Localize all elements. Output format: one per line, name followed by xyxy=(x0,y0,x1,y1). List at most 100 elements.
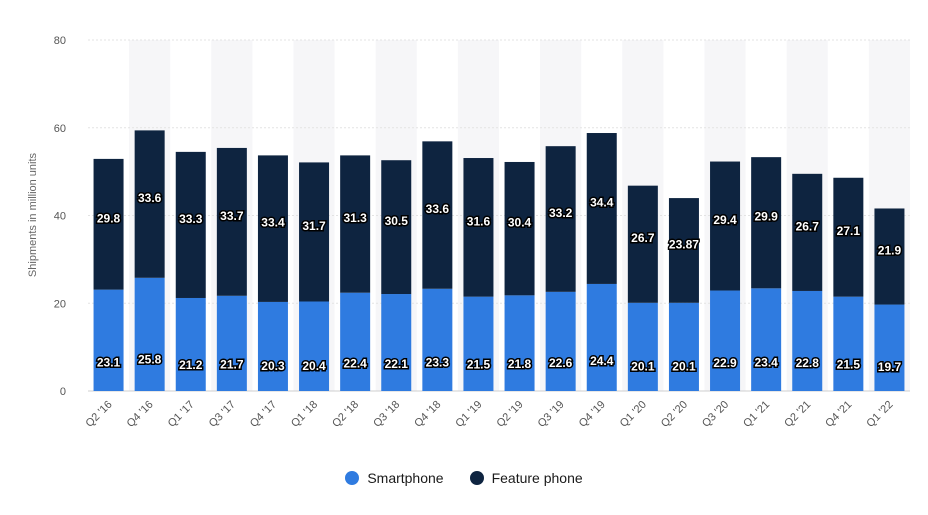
data-label: 33.2 xyxy=(549,206,573,220)
bar-smartphone xyxy=(257,301,288,391)
y-tick-label: 0 xyxy=(60,386,66,398)
x-tick-label: Q4 '21 xyxy=(823,399,854,430)
legend-label-smartphone: Smartphone xyxy=(367,470,444,486)
bar-smartphone xyxy=(627,302,658,391)
bar-feature-phone xyxy=(422,141,453,289)
data-label: 33.3 xyxy=(179,212,203,226)
data-label: 30.5 xyxy=(385,214,409,228)
y-axis-title: Shipments in million units xyxy=(27,152,39,278)
legend-swatch-feature-phone xyxy=(469,471,484,485)
y-tick-label: 20 xyxy=(54,298,66,310)
bar-smartphone xyxy=(710,290,741,391)
data-label: 25.8 xyxy=(138,352,162,366)
data-label: 22.9 xyxy=(713,356,737,370)
bar-smartphone xyxy=(833,296,864,391)
data-label: 26.7 xyxy=(796,219,820,233)
data-label: 29.4 xyxy=(713,213,737,227)
bar-feature-phone xyxy=(710,161,741,291)
bar-feature-phone xyxy=(504,161,535,296)
data-label: 20.4 xyxy=(302,359,326,373)
bar-smartphone xyxy=(792,290,823,391)
x-tick-label: Q1 '22 xyxy=(864,399,895,430)
data-label: 22.6 xyxy=(549,356,573,370)
bar-feature-phone xyxy=(381,160,412,295)
data-label: 31.7 xyxy=(302,219,326,233)
bar-smartphone xyxy=(751,288,782,391)
data-label: 21.8 xyxy=(508,357,532,371)
data-label: 34.4 xyxy=(590,195,614,209)
bar-smartphone xyxy=(381,294,412,391)
data-label: 21.5 xyxy=(467,358,491,372)
bar-feature-phone xyxy=(175,151,206,298)
data-label: 20.1 xyxy=(631,359,655,373)
bar-smartphone xyxy=(463,296,494,391)
data-label: 33.7 xyxy=(220,209,244,223)
bar-smartphone xyxy=(299,301,330,391)
bar-feature-phone xyxy=(134,130,165,278)
data-label: 20.3 xyxy=(261,359,285,373)
bar-feature-phone xyxy=(216,147,247,296)
bar-feature-phone xyxy=(751,157,782,289)
x-tick-label: Q1 '19 xyxy=(453,399,484,430)
legend-item-feature-phone[interactable]: Feature phone xyxy=(469,470,583,486)
bar-smartphone xyxy=(586,283,617,391)
data-label: 23.1 xyxy=(97,356,121,370)
legend-label-feature-phone: Feature phone xyxy=(491,470,583,486)
x-tick-label: Q1 '17 xyxy=(166,399,197,430)
data-label: 24.4 xyxy=(590,354,614,368)
bar-feature-phone xyxy=(299,162,330,302)
data-label: 22.8 xyxy=(796,356,820,370)
x-tick-label: Q3 '19 xyxy=(536,399,567,430)
data-label: 21.2 xyxy=(179,358,203,372)
data-label: 20.1 xyxy=(672,359,696,373)
data-label: 21.9 xyxy=(878,244,902,258)
bar-smartphone xyxy=(134,277,165,391)
x-tick-label: Q4 '16 xyxy=(125,399,156,430)
data-label: 27.1 xyxy=(837,224,861,238)
bar-feature-phone xyxy=(93,158,124,290)
bar-smartphone xyxy=(216,295,247,391)
data-label: 33.6 xyxy=(426,202,450,216)
x-tick-label: Q2 '20 xyxy=(659,399,690,430)
bar-feature-phone xyxy=(463,158,494,297)
bar-feature-phone xyxy=(545,146,576,292)
data-label: 22.4 xyxy=(343,356,367,370)
y-tick-label: 40 xyxy=(54,211,66,223)
x-tick-label: Q4 '18 xyxy=(412,399,443,430)
data-label: 33.4 xyxy=(261,216,285,230)
bar-feature-phone xyxy=(340,155,371,293)
x-tick-label: Q2 '21 xyxy=(782,399,813,430)
data-label: 21.7 xyxy=(220,357,244,371)
data-label: 30.4 xyxy=(508,216,532,230)
x-tick-label: Q3 '18 xyxy=(371,399,402,430)
legend-swatch-smartphone xyxy=(345,471,360,485)
bar-smartphone xyxy=(668,302,699,391)
bar-smartphone xyxy=(340,292,371,391)
data-label: 21.5 xyxy=(837,358,861,372)
bar-feature-phone xyxy=(627,185,658,303)
x-tick-label: Q1 '21 xyxy=(741,399,772,430)
x-tick-label: Q1 '18 xyxy=(289,399,320,430)
x-tick-label: Q4 '17 xyxy=(248,399,279,430)
bar-smartphone xyxy=(93,289,124,391)
data-label: 26.7 xyxy=(631,231,655,245)
x-tick-label: Q2 '16 xyxy=(84,399,115,430)
bar-feature-phone xyxy=(586,133,617,284)
data-label: 19.7 xyxy=(878,360,902,374)
bar-feature-phone xyxy=(833,177,864,297)
data-label: 33.6 xyxy=(138,191,162,205)
data-label: 31.6 xyxy=(467,214,491,228)
legend-item-smartphone[interactable]: Smartphone xyxy=(345,470,444,486)
bar-feature-phone xyxy=(874,208,905,305)
x-tick-label: Q2 '18 xyxy=(330,399,361,430)
bar-smartphone xyxy=(545,291,576,391)
data-label: 29.8 xyxy=(97,211,121,225)
data-label: 23.87 xyxy=(669,237,699,251)
y-tick-label: 60 xyxy=(54,123,66,135)
y-tick-label: 80 xyxy=(54,35,66,47)
bar-smartphone xyxy=(504,295,535,391)
x-tick-label: Q3 '20 xyxy=(700,399,731,430)
x-tick-label: Q3 '17 xyxy=(207,399,238,430)
bar-feature-phone xyxy=(668,198,699,303)
